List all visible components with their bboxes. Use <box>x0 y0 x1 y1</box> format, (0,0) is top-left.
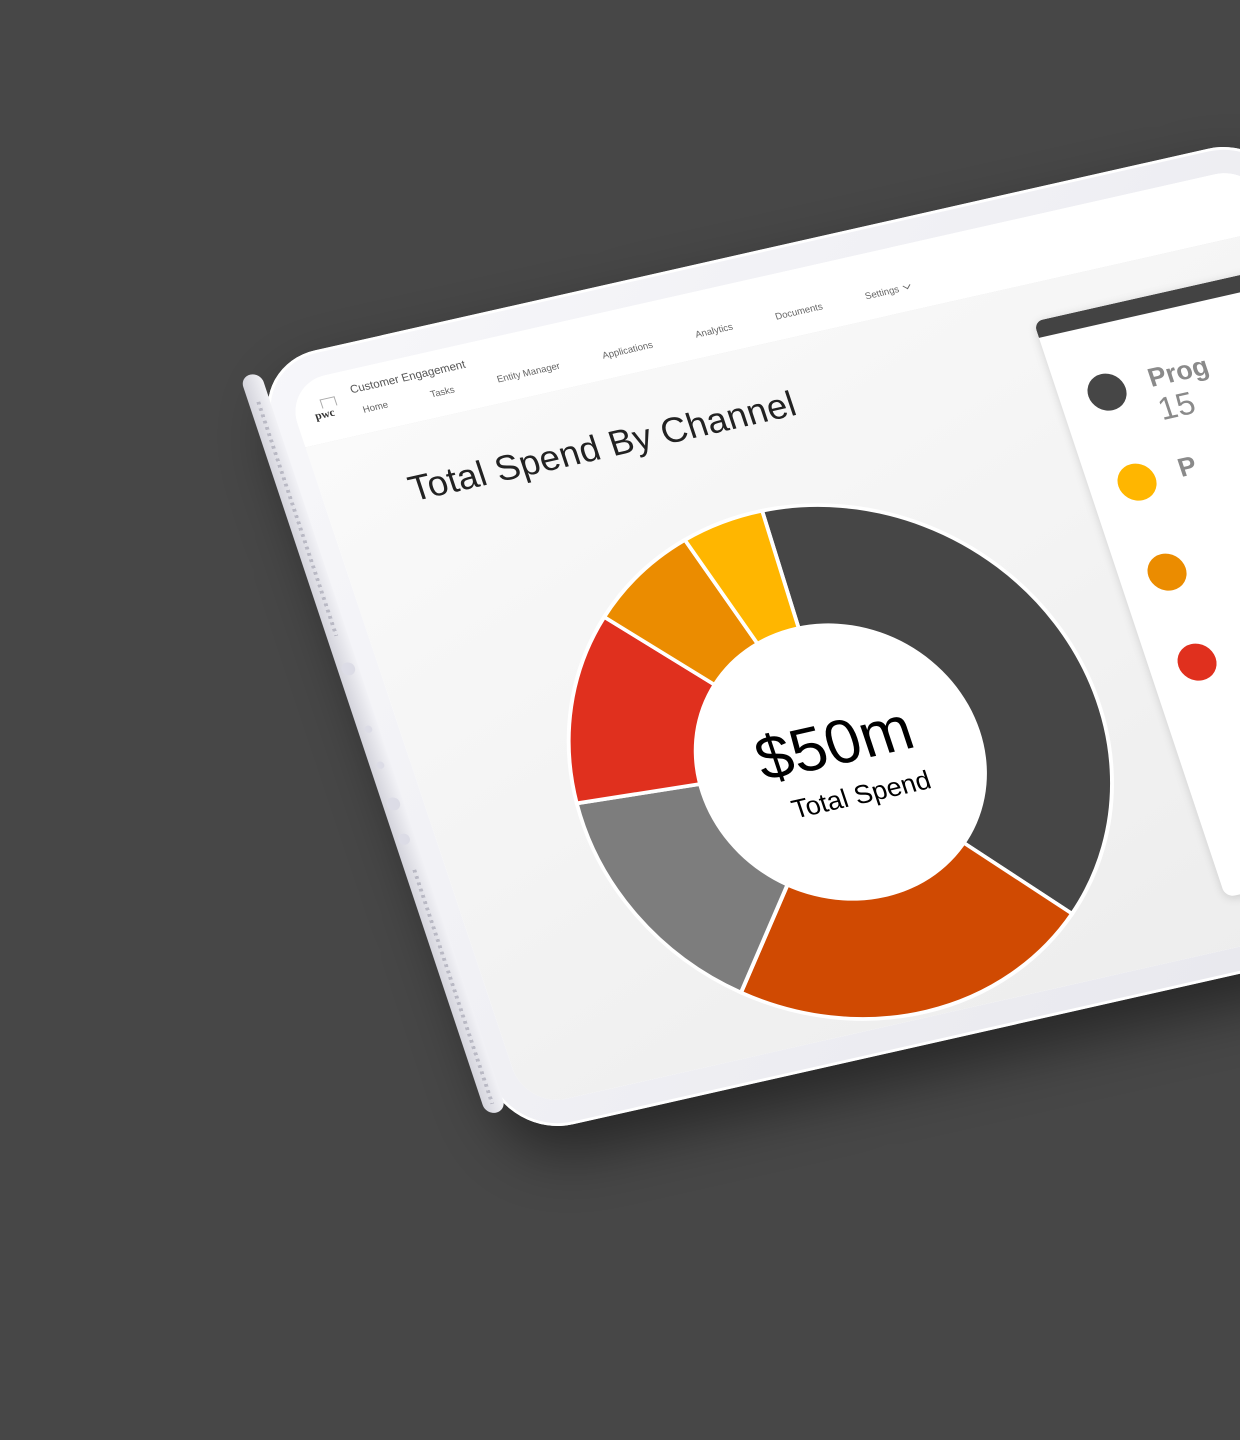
legend-dot <box>1112 459 1162 505</box>
nav-item-documents[interactable]: Documents <box>773 301 825 323</box>
pwc-logo[interactable]: pwc <box>308 395 347 424</box>
nav-item-applications[interactable]: Applications <box>601 340 655 362</box>
legend-dot <box>1172 639 1222 685</box>
nav-item-analytics[interactable]: Analytics <box>693 322 735 341</box>
donut-hole <box>693 623 987 901</box>
legend-item[interactable]: Prog 15 <box>1082 351 1224 442</box>
donut-chart: $50m Total Spend <box>566 503 1114 1021</box>
nav-item-entity-manager[interactable]: Entity Manager <box>495 361 562 386</box>
nav-item-settings-label: Settings <box>863 284 901 303</box>
legend-item[interactable]: P <box>1112 451 1203 505</box>
screen: pwc Customer Engagement Home Tasks Entit… <box>284 165 1240 1108</box>
chevron-down-icon <box>902 281 911 290</box>
dashboard-content: Total Spend By Channel $50m Total Spend … <box>305 228 1240 1108</box>
legend-item[interactable] <box>1172 634 1240 685</box>
nav-item-home[interactable]: Home <box>361 400 390 416</box>
legend-name: P <box>1173 450 1201 483</box>
legend-item[interactable] <box>1142 544 1215 595</box>
tablet-device: pwc Customer Engagement Home Tasks Entit… <box>239 134 1240 1139</box>
nav-item-tasks[interactable]: Tasks <box>429 384 457 401</box>
legend-dot <box>1142 549 1192 595</box>
nav-item-settings[interactable]: Settings <box>863 281 912 303</box>
logo-text: pwc <box>312 405 337 423</box>
legend-dot <box>1082 369 1132 415</box>
